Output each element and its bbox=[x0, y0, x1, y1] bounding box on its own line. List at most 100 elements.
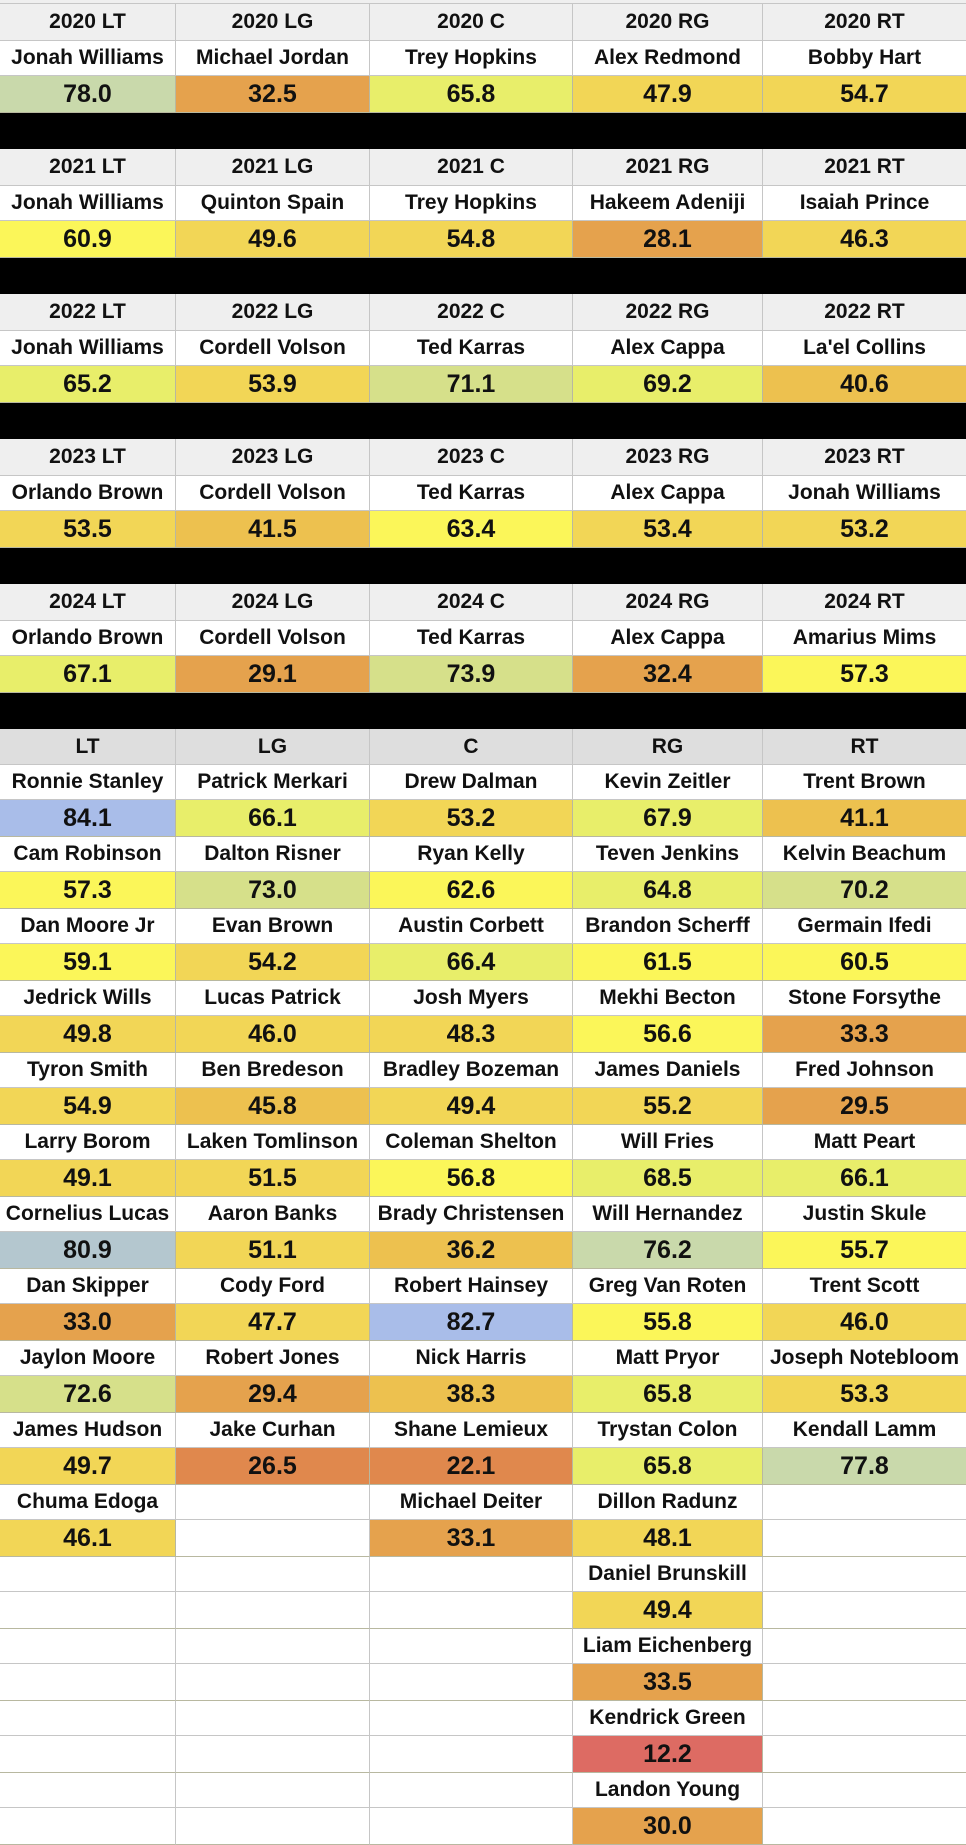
grade-cell-c[interactable]: 48.3 bbox=[370, 1016, 573, 1053]
player-cell-lt[interactable] bbox=[0, 1701, 176, 1736]
player-cell-c[interactable]: Nick Harris bbox=[370, 1341, 573, 1376]
player-cell-rg[interactable]: Will Hernandez bbox=[573, 1197, 763, 1232]
grade-cell-lt[interactable]: 49.8 bbox=[0, 1016, 176, 1053]
player-cell-c[interactable]: Robert Hainsey bbox=[370, 1269, 573, 1304]
grade-cell-rg[interactable]: 67.9 bbox=[573, 800, 763, 837]
grade-cell-lg[interactable]: 73.0 bbox=[176, 872, 370, 909]
grade-cell-lg[interactable]: 47.7 bbox=[176, 1304, 370, 1341]
position-header-cell-lg[interactable]: LG bbox=[176, 729, 370, 765]
player-cell-rt[interactable] bbox=[763, 1485, 966, 1520]
grade-cell-rt[interactable]: 60.5 bbox=[763, 944, 966, 981]
player-cell-c[interactable] bbox=[370, 1773, 573, 1808]
header-cell-lg[interactable]: 2024 LG bbox=[176, 584, 370, 621]
player-cell-lt[interactable]: Tyron Smith bbox=[0, 1053, 176, 1088]
grade-cell-rt[interactable] bbox=[763, 1736, 966, 1773]
player-cell-lt[interactable]: Cornelius Lucas bbox=[0, 1197, 176, 1232]
player-cell-rg[interactable]: Alex Cappa bbox=[573, 331, 763, 366]
header-cell-rt[interactable]: 2021 RT bbox=[763, 149, 966, 186]
player-cell-c[interactable]: Josh Myers bbox=[370, 981, 573, 1016]
player-cell-lt[interactable]: Orlando Brown bbox=[0, 621, 176, 656]
player-cell-lt[interactable] bbox=[0, 1773, 176, 1808]
grade-cell-lg[interactable]: 29.1 bbox=[176, 656, 370, 693]
header-cell-rt[interactable]: 2024 RT bbox=[763, 584, 966, 621]
grade-cell-rg[interactable]: 47.9 bbox=[573, 76, 763, 113]
header-cell-rg[interactable]: 2023 RG bbox=[573, 439, 763, 476]
player-cell-rt[interactable]: Jonah Williams bbox=[763, 476, 966, 511]
player-cell-rt[interactable] bbox=[763, 1773, 966, 1808]
grade-cell-c[interactable]: 53.2 bbox=[370, 800, 573, 837]
grade-cell-lg[interactable] bbox=[176, 1736, 370, 1773]
header-cell-lt[interactable]: 2021 LT bbox=[0, 149, 176, 186]
header-cell-rt[interactable]: 2023 RT bbox=[763, 439, 966, 476]
grade-cell-lg[interactable] bbox=[176, 1808, 370, 1845]
grade-cell-lt[interactable]: 78.0 bbox=[0, 76, 176, 113]
player-cell-rt[interactable] bbox=[763, 1701, 966, 1736]
grade-cell-c[interactable]: 62.6 bbox=[370, 872, 573, 909]
player-cell-rg[interactable]: Alex Cappa bbox=[573, 476, 763, 511]
grade-cell-rt[interactable]: 40.6 bbox=[763, 366, 966, 403]
player-cell-lg[interactable]: Robert Jones bbox=[176, 1341, 370, 1376]
grade-cell-lt[interactable]: 49.7 bbox=[0, 1448, 176, 1485]
header-cell-c[interactable]: 2020 C bbox=[370, 4, 573, 41]
position-header-cell-rt[interactable]: RT bbox=[763, 729, 966, 765]
grade-cell-rg[interactable]: 55.8 bbox=[573, 1304, 763, 1341]
grade-cell-lt[interactable] bbox=[0, 1736, 176, 1773]
grade-cell-c[interactable]: 54.8 bbox=[370, 221, 573, 258]
grade-cell-c[interactable]: 56.8 bbox=[370, 1160, 573, 1197]
player-cell-lt[interactable]: Cam Robinson bbox=[0, 837, 176, 872]
header-cell-rg[interactable]: 2021 RG bbox=[573, 149, 763, 186]
header-cell-c[interactable]: 2023 C bbox=[370, 439, 573, 476]
header-cell-lt[interactable]: 2023 LT bbox=[0, 439, 176, 476]
grade-cell-rt[interactable]: 29.5 bbox=[763, 1088, 966, 1125]
position-header-cell-rg[interactable]: RG bbox=[573, 729, 763, 765]
player-cell-lg[interactable] bbox=[176, 1485, 370, 1520]
grade-cell-rg[interactable]: 69.2 bbox=[573, 366, 763, 403]
grade-cell-c[interactable] bbox=[370, 1736, 573, 1773]
header-cell-rg[interactable]: 2022 RG bbox=[573, 294, 763, 331]
header-cell-lt[interactable]: 2022 LT bbox=[0, 294, 176, 331]
player-cell-lt[interactable]: James Hudson bbox=[0, 1413, 176, 1448]
player-cell-lt[interactable]: Orlando Brown bbox=[0, 476, 176, 511]
player-cell-rt[interactable]: Trent Scott bbox=[763, 1269, 966, 1304]
grade-cell-c[interactable] bbox=[370, 1592, 573, 1629]
grade-cell-rg[interactable]: 32.4 bbox=[573, 656, 763, 693]
player-cell-rg[interactable]: Landon Young bbox=[573, 1773, 763, 1808]
grade-cell-lg[interactable]: 41.5 bbox=[176, 511, 370, 548]
player-cell-lt[interactable]: Chuma Edoga bbox=[0, 1485, 176, 1520]
grade-cell-rt[interactable]: 53.2 bbox=[763, 511, 966, 548]
grade-cell-rg[interactable]: 30.0 bbox=[573, 1808, 763, 1845]
player-cell-rt[interactable] bbox=[763, 1629, 966, 1664]
player-cell-rt[interactable]: Germain Ifedi bbox=[763, 909, 966, 944]
player-cell-lt[interactable]: Ronnie Stanley bbox=[0, 765, 176, 800]
player-cell-lt[interactable]: Jaylon Moore bbox=[0, 1341, 176, 1376]
grade-cell-rt[interactable]: 33.3 bbox=[763, 1016, 966, 1053]
player-cell-c[interactable]: Coleman Shelton bbox=[370, 1125, 573, 1160]
player-cell-lg[interactable] bbox=[176, 1701, 370, 1736]
header-cell-lg[interactable]: 2022 LG bbox=[176, 294, 370, 331]
header-cell-c[interactable]: 2024 C bbox=[370, 584, 573, 621]
grade-cell-c[interactable] bbox=[370, 1808, 573, 1845]
grade-cell-lt[interactable]: 53.5 bbox=[0, 511, 176, 548]
grade-cell-lg[interactable]: 49.6 bbox=[176, 221, 370, 258]
player-cell-rg[interactable]: Teven Jenkins bbox=[573, 837, 763, 872]
player-cell-lt[interactable]: Larry Borom bbox=[0, 1125, 176, 1160]
player-cell-rg[interactable]: Matt Pryor bbox=[573, 1341, 763, 1376]
header-cell-lt[interactable]: 2020 LT bbox=[0, 4, 176, 41]
player-cell-lg[interactable]: Cordell Volson bbox=[176, 476, 370, 511]
player-cell-c[interactable]: Brady Christensen bbox=[370, 1197, 573, 1232]
header-cell-rt[interactable]: 2022 RT bbox=[763, 294, 966, 331]
grade-cell-rt[interactable]: 53.3 bbox=[763, 1376, 966, 1413]
player-cell-lg[interactable]: Cordell Volson bbox=[176, 621, 370, 656]
header-cell-lg[interactable]: 2023 LG bbox=[176, 439, 370, 476]
player-cell-rt[interactable]: Isaiah Prince bbox=[763, 186, 966, 221]
header-cell-lg[interactable]: 2021 LG bbox=[176, 149, 370, 186]
grade-cell-rg[interactable]: 76.2 bbox=[573, 1232, 763, 1269]
header-cell-c[interactable]: 2021 C bbox=[370, 149, 573, 186]
grade-cell-lg[interactable]: 54.2 bbox=[176, 944, 370, 981]
player-cell-lt[interactable]: Jonah Williams bbox=[0, 41, 176, 76]
player-cell-rt[interactable]: Fred Johnson bbox=[763, 1053, 966, 1088]
grade-cell-c[interactable] bbox=[370, 1664, 573, 1701]
player-cell-rg[interactable]: Brandon Scherff bbox=[573, 909, 763, 944]
player-cell-lg[interactable] bbox=[176, 1629, 370, 1664]
grade-cell-c[interactable]: 63.4 bbox=[370, 511, 573, 548]
